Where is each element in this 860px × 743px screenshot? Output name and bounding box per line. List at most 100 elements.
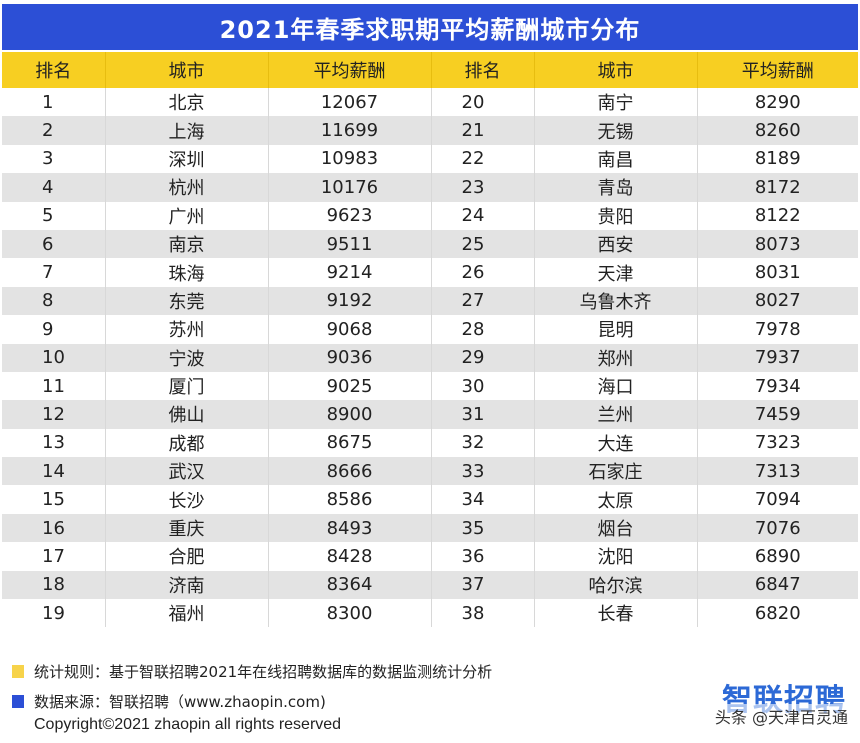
- note-rule-text: 统计规则：基于智联招聘2021年在线招聘数据库的数据监测统计分析: [34, 662, 493, 681]
- salary-cell: 7978: [697, 315, 858, 344]
- salary-cell: 9025: [268, 371, 432, 401]
- salary-cell: 8364: [268, 570, 432, 600]
- table-row: 10 宁波 9036 29 郑州 7937: [2, 343, 858, 372]
- table-row: 1 北京 12067 20 南宁 8290: [2, 88, 858, 117]
- city-cell: 武汉: [105, 457, 269, 486]
- salary-cell: 6820: [697, 599, 858, 628]
- salary-cell: 7459: [697, 400, 858, 429]
- rank-cell: 8: [2, 286, 106, 316]
- salary-cell: 8031: [697, 258, 858, 287]
- salary-cell: 7937: [697, 343, 858, 372]
- city-cell: 广州: [105, 201, 269, 230]
- note-source-text: 数据来源：智联招聘（www.zhaopin.com): [34, 692, 326, 711]
- city-cell: 合肥: [105, 542, 269, 571]
- salary-cell: 8027: [697, 286, 858, 316]
- rank-cell: 22: [431, 144, 535, 174]
- city-cell: 沈阳: [534, 542, 698, 571]
- salary-cell: 8073: [697, 229, 858, 259]
- city-cell: 长春: [534, 599, 698, 628]
- city-cell: 郑州: [534, 343, 698, 372]
- watermark: 头条 @天津百灵通: [714, 704, 848, 728]
- salary-cell: 9214: [268, 258, 432, 287]
- city-cell: 南京: [105, 229, 269, 259]
- salary-cell: 7323: [697, 428, 858, 458]
- rank-cell: 7: [2, 258, 106, 287]
- salary-cell: 8586: [268, 485, 432, 514]
- rank-cell: 37: [431, 570, 535, 600]
- salary-cell: 8675: [268, 428, 432, 458]
- rank-cell: 23: [431, 173, 535, 202]
- header-city-left: 城市: [105, 52, 269, 88]
- city-cell: 天津: [534, 258, 698, 287]
- salary-cell: 8666: [268, 457, 432, 486]
- header-city-right: 城市: [534, 52, 698, 88]
- salary-cell: 9623: [268, 201, 432, 230]
- rank-cell: 31: [431, 400, 535, 429]
- blue-swatch: [12, 694, 24, 708]
- rank-cell: 2: [2, 116, 106, 145]
- rank-cell: 18: [2, 570, 106, 600]
- salary-cell: 8122: [697, 201, 858, 230]
- rank-cell: 4: [2, 173, 106, 202]
- rank-cell: 14: [2, 457, 106, 486]
- city-cell: 大连: [534, 428, 698, 458]
- salary-cell: 6890: [697, 542, 858, 571]
- salary-cell: 12067: [268, 88, 432, 117]
- rank-cell: 38: [431, 599, 535, 628]
- salary-cell: 7094: [697, 485, 858, 514]
- rank-cell: 36: [431, 542, 535, 571]
- city-cell: 兰州: [534, 400, 698, 429]
- rank-cell: 24: [431, 201, 535, 230]
- notes: 统计规则：基于智联招聘2021年在线招聘数据库的数据监测统计分析 数据来源：智联…: [12, 656, 492, 716]
- salary-cell: 11699: [268, 116, 432, 145]
- rank-cell: 9: [2, 315, 106, 344]
- salary-cell: 7313: [697, 457, 858, 486]
- note-source: 数据来源：智联招聘（www.zhaopin.com): [12, 686, 492, 716]
- table-row: 16 重庆 8493 35 烟台 7076: [2, 513, 858, 543]
- salary-cell: 9192: [268, 286, 432, 316]
- rank-cell: 1: [2, 88, 106, 117]
- rank-cell: 6: [2, 229, 106, 259]
- rank-cell: 19: [2, 599, 106, 628]
- header-salary-right: 平均薪酬: [697, 52, 858, 88]
- rank-cell: 35: [431, 513, 535, 543]
- table-row: 6 南京 9511 25 西安 8073: [2, 229, 858, 259]
- city-cell: 东莞: [105, 286, 269, 316]
- table-row: 11 厦门 9025 30 海口 7934: [2, 371, 858, 401]
- city-cell: 南昌: [534, 144, 698, 174]
- city-cell: 乌鲁木齐: [534, 286, 698, 316]
- city-cell: 南宁: [534, 88, 698, 117]
- city-cell: 青岛: [534, 173, 698, 202]
- city-cell: 济南: [105, 570, 269, 600]
- page-title: 2021年春季求职期平均薪酬城市分布: [2, 4, 858, 50]
- rank-cell: 25: [431, 229, 535, 259]
- yellow-swatch: [12, 664, 24, 678]
- rank-cell: 32: [431, 428, 535, 458]
- rank-cell: 26: [431, 258, 535, 287]
- rank-cell: 5: [2, 201, 106, 230]
- city-cell: 太原: [534, 485, 698, 514]
- table-row: 7 珠海 9214 26 天津 8031: [2, 258, 858, 287]
- rank-cell: 13: [2, 428, 106, 458]
- table-row: 8 东莞 9192 27 乌鲁木齐 8027: [2, 286, 858, 316]
- rank-cell: 33: [431, 457, 535, 486]
- table-header-row: 排名 城市 平均薪酬 排名 城市 平均薪酬: [2, 52, 858, 88]
- city-cell: 杭州: [105, 173, 269, 202]
- table-row: 15 长沙 8586 34 太原 7094: [2, 485, 858, 514]
- salary-cell: 9511: [268, 229, 432, 259]
- rank-cell: 15: [2, 485, 106, 514]
- salary-cell: 8493: [268, 513, 432, 543]
- rank-cell: 12: [2, 400, 106, 429]
- salary-cell: 10176: [268, 173, 432, 202]
- header-rank-left: 排名: [2, 52, 106, 88]
- salary-cell: 8260: [697, 116, 858, 145]
- table-row: 18 济南 8364 37 哈尔滨 6847: [2, 570, 858, 600]
- rank-cell: 20: [431, 88, 535, 117]
- city-cell: 石家庄: [534, 457, 698, 486]
- salary-cell: 7076: [697, 513, 858, 543]
- rank-cell: 27: [431, 286, 535, 316]
- rank-cell: 16: [2, 513, 106, 543]
- rank-cell: 30: [431, 371, 535, 401]
- city-cell: 佛山: [105, 400, 269, 429]
- city-cell: 昆明: [534, 315, 698, 344]
